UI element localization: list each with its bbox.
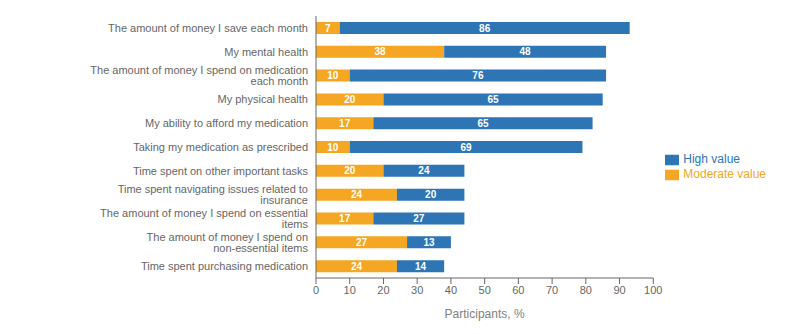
svg-text:70: 70 <box>546 284 558 296</box>
svg-text:17: 17 <box>339 213 351 224</box>
svg-text:17: 17 <box>339 118 351 129</box>
svg-text:10: 10 <box>344 284 356 296</box>
svg-text:38: 38 <box>375 46 387 57</box>
svg-text:48: 48 <box>520 46 532 57</box>
svg-text:20: 20 <box>344 94 356 105</box>
svg-text:13: 13 <box>423 237 435 248</box>
svg-text:24: 24 <box>418 165 430 176</box>
svg-text:7: 7 <box>325 23 331 34</box>
svg-text:20: 20 <box>377 284 389 296</box>
svg-text:The amount of money I save eac: The amount of money I save each month <box>108 22 308 34</box>
svg-text:30: 30 <box>411 284 423 296</box>
svg-text:60: 60 <box>512 284 524 296</box>
svg-text:The amount of money I spend on: The amount of money I spend onnon-essent… <box>147 231 309 254</box>
svg-text:10: 10 <box>327 142 339 153</box>
svg-text:90: 90 <box>613 284 625 296</box>
svg-text:My ability to afford my medica: My ability to afford my medication <box>145 117 308 129</box>
svg-text:20: 20 <box>344 165 356 176</box>
svg-text:The amount of money I spend on: The amount of money I spend on medicatio… <box>90 64 308 87</box>
svg-text:76: 76 <box>472 70 484 81</box>
svg-text:24: 24 <box>351 189 363 200</box>
svg-text:40: 40 <box>445 284 457 296</box>
svg-text:Time spent purchasing medicati: Time spent purchasing medication <box>141 260 308 272</box>
svg-text:14: 14 <box>415 261 427 272</box>
html-text:Moderate value: Moderate value <box>683 167 766 181</box>
svg-text:Time spent navigating issues r: Time spent navigating issues related toi… <box>118 183 308 206</box>
html-text:High value: High value <box>683 152 740 167</box>
svg-text:65: 65 <box>488 94 500 105</box>
svg-text:Time spent on other important: Time spent on other important tasks <box>133 165 309 177</box>
svg-text:65: 65 <box>477 118 489 129</box>
svg-text:20: 20 <box>425 189 437 200</box>
svg-text:10: 10 <box>327 70 339 81</box>
svg-text:27: 27 <box>356 237 368 248</box>
svg-text:100: 100 <box>644 284 662 296</box>
svg-text:24: 24 <box>351 261 363 272</box>
svg-text:27: 27 <box>413 213 425 224</box>
svg-text:My mental health: My mental health <box>224 46 308 58</box>
svg-text:69: 69 <box>461 142 473 153</box>
svg-text:50: 50 <box>479 284 491 296</box>
svg-text:0: 0 <box>313 284 319 296</box>
svg-text:86: 86 <box>479 23 491 34</box>
svg-text:80: 80 <box>580 284 592 296</box>
svg-text:Taking my medication as prescr: Taking my medication as prescribed <box>133 141 308 153</box>
svg-text:The amount of money I spend on: The amount of money I spend on essential… <box>100 207 308 230</box>
svg-text:My physical health: My physical health <box>218 93 309 105</box>
svg-text:Participants, %: Participants, % <box>445 307 525 321</box>
